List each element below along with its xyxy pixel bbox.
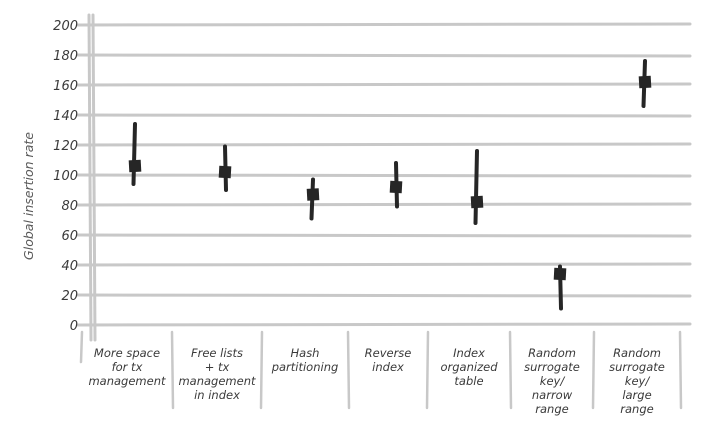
x-category-divider: [79, 330, 84, 364]
mean-marker: [389, 180, 403, 194]
x-category-divider: [591, 330, 596, 410]
y-tick-label: 20: [61, 289, 78, 304]
y-tick-label: 80: [61, 199, 78, 214]
x-category-labels: More space for tx management Free lists + tx…: [88, 346, 664, 416]
y-tick-label: 100: [53, 169, 78, 184]
mean-marker: [470, 195, 484, 209]
gridline: [76, 202, 692, 207]
gridline: [76, 322, 692, 327]
x-category-label: Hash partitioning: [271, 346, 339, 374]
x-category-label: Reverse index: [365, 346, 412, 374]
x-category-divider: [170, 330, 175, 410]
gridline: [76, 293, 692, 298]
y-axis-line: [91, 13, 97, 342]
error-bar-range: [131, 122, 137, 186]
gridline: [76, 22, 692, 27]
x-category-label: Random surrogate key/large range: [609, 346, 665, 416]
y-tick-label: 0: [70, 319, 78, 334]
y-tick-label: 160: [53, 79, 78, 94]
error-bars: [128, 59, 652, 311]
gridline: [76, 113, 692, 118]
x-category-divider: [508, 330, 513, 410]
mean-marker: [128, 159, 142, 173]
x-category-label: Index organized table: [440, 346, 498, 388]
gridline: [76, 53, 692, 58]
x-category-label: Random surrogate key/narrow range: [524, 346, 580, 416]
y-tick-label: 140: [53, 109, 78, 124]
grid-lines: [76, 22, 692, 327]
mean-marker: [306, 188, 320, 201]
gridline: [76, 233, 692, 238]
y-tick-label: 120: [53, 139, 78, 154]
x-category-divider: [346, 330, 351, 410]
y-tick-label: 180: [53, 49, 78, 64]
mean-marker: [638, 75, 652, 89]
gridline: [76, 262, 692, 267]
y-tick-label: 60: [61, 229, 78, 244]
mean-marker: [553, 267, 567, 281]
gridline: [76, 142, 692, 147]
x-category-divider: [259, 330, 264, 410]
y-axis-title: Global insertion rate: [21, 132, 36, 260]
y-tick-label: 40: [61, 259, 78, 274]
y-tick-label: 200: [53, 19, 78, 34]
mean-marker: [218, 165, 232, 179]
gridline: [76, 173, 692, 178]
error-bar-range: [473, 149, 479, 225]
x-category-divider: [678, 330, 683, 410]
gridline: [76, 82, 692, 87]
x-category-divider: [425, 330, 430, 410]
axes: [79, 13, 683, 410]
x-category-label: More space for tx management: [88, 346, 166, 388]
y-axis-line: [87, 13, 93, 342]
y-tick-labels: 0 20 40 60 80 100 120 140 160 180 200: [53, 19, 78, 334]
x-category-label: Free lists + tx management in index: [178, 346, 256, 402]
